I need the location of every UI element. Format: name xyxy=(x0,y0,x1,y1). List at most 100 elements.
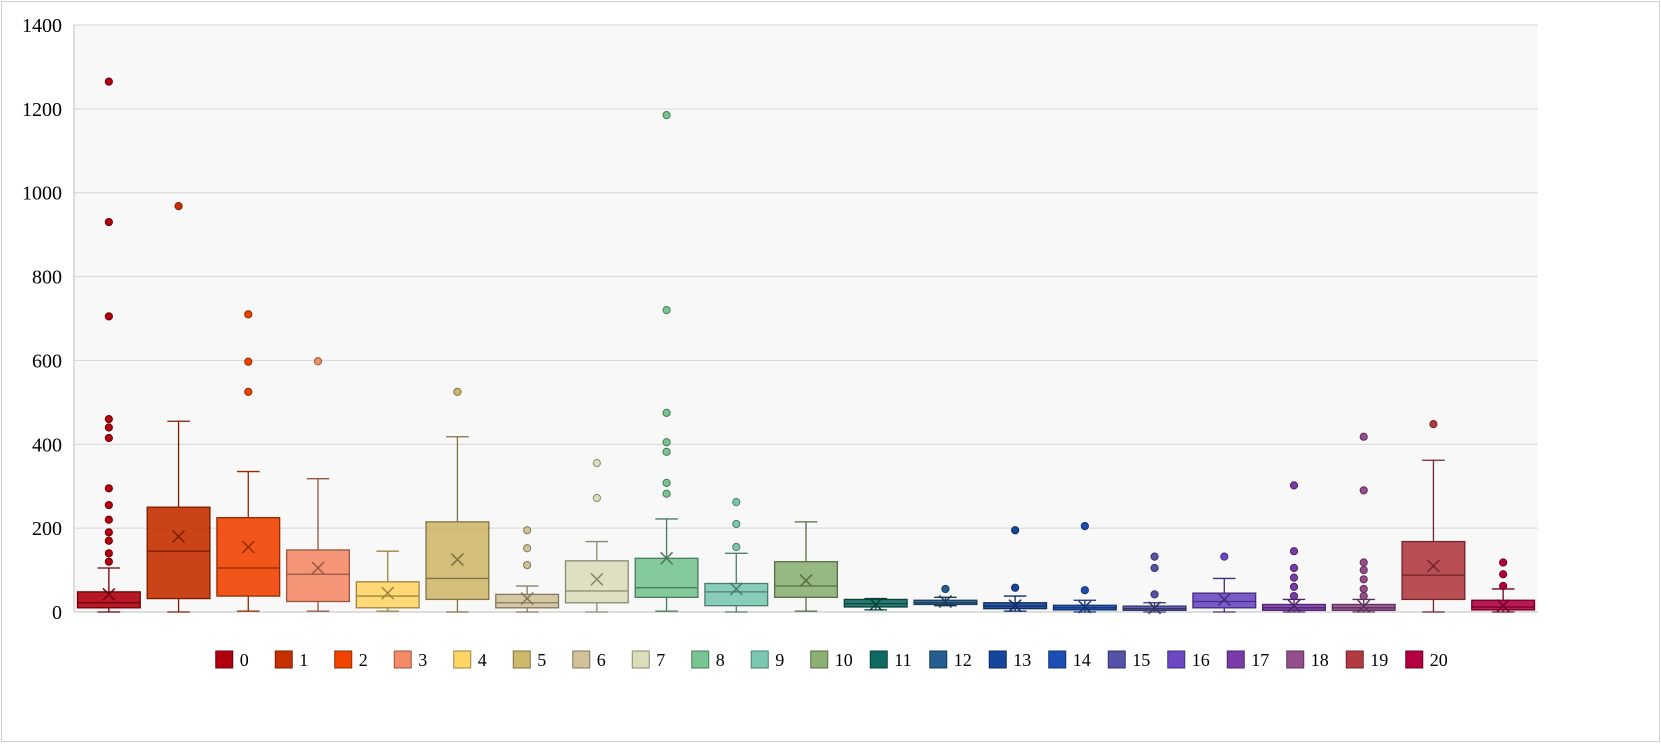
legend-item-18: 18 xyxy=(1286,650,1329,670)
legend-item-8: 8 xyxy=(691,650,725,670)
box-iqr xyxy=(355,581,420,609)
box-iqr xyxy=(634,557,699,598)
box-series-11 xyxy=(843,597,908,611)
legend-swatch xyxy=(572,650,591,669)
box-series-19 xyxy=(1401,420,1466,613)
mean-marker xyxy=(1496,599,1510,613)
outlier-point xyxy=(1289,591,1299,601)
mean-marker xyxy=(1287,599,1301,613)
legend-item-12: 12 xyxy=(929,650,972,670)
y-tick-label: 1400 xyxy=(22,15,62,37)
box-iqr xyxy=(76,591,141,609)
y-tick-label: 800 xyxy=(32,267,62,289)
legend-item-0: 0 xyxy=(215,650,249,670)
legend-label: 17 xyxy=(1251,650,1269,670)
legend-swatch xyxy=(512,650,531,669)
legend-swatch xyxy=(453,650,472,669)
mean-marker xyxy=(590,572,604,586)
legend-item-7: 7 xyxy=(631,650,665,670)
outlier-point xyxy=(104,515,113,524)
outlier-point xyxy=(104,433,113,443)
legend-label: 7 xyxy=(656,650,665,670)
outlier-point xyxy=(732,498,741,507)
legend-label: 5 xyxy=(537,650,546,670)
legend-swatch xyxy=(869,650,888,669)
mean-marker xyxy=(1217,592,1231,606)
mean-marker xyxy=(1078,600,1092,614)
legend-swatch xyxy=(334,650,353,669)
outlier-point xyxy=(1289,481,1299,490)
legend-label: 9 xyxy=(775,650,784,670)
y-axis-ticks: 0 200 400 600 800 1000 1200 1400 xyxy=(22,15,62,624)
box-iqr xyxy=(495,593,560,609)
outlier-point xyxy=(1289,563,1299,573)
outlier-point xyxy=(732,542,741,552)
outlier-point xyxy=(662,447,671,456)
legend-item-11: 11 xyxy=(869,650,912,670)
box-iqr xyxy=(564,560,629,604)
mean-marker xyxy=(102,587,116,601)
legend-item-15: 15 xyxy=(1107,650,1150,670)
legend-label: 13 xyxy=(1013,650,1031,670)
outlier-point xyxy=(1080,586,1089,595)
legend-item-17: 17 xyxy=(1226,650,1269,670)
legend-label: 0 xyxy=(240,650,249,670)
grid-layer xyxy=(73,24,1538,613)
box-series-15 xyxy=(1122,552,1187,615)
legend-label: 20 xyxy=(1430,650,1448,670)
outlier-point xyxy=(1359,591,1368,601)
outlier-point xyxy=(592,459,601,468)
legend-label: 18 xyxy=(1311,650,1329,670)
outlier-point xyxy=(244,387,253,396)
box-iqr xyxy=(1401,540,1466,601)
legend-item-16: 16 xyxy=(1167,650,1210,670)
box-series-9 xyxy=(704,498,769,613)
mean-marker xyxy=(241,540,255,554)
outlier-point xyxy=(104,528,113,537)
box-series-13 xyxy=(983,526,1048,613)
legend-label: 3 xyxy=(418,650,427,670)
outlier-point xyxy=(662,438,671,447)
outlier-point xyxy=(104,423,113,432)
mean-marker xyxy=(729,582,743,596)
box-series-10 xyxy=(773,521,839,612)
box-series-12 xyxy=(913,584,978,609)
y-tick-label: 1000 xyxy=(22,183,62,205)
legend-item-13: 13 xyxy=(988,650,1031,670)
box-series-16 xyxy=(1192,552,1257,613)
outlier-point xyxy=(244,310,253,319)
outlier-point xyxy=(104,557,113,566)
box-series-18 xyxy=(1331,432,1396,613)
outlier-point xyxy=(1289,582,1299,591)
legend-item-19: 19 xyxy=(1345,650,1388,670)
outlier-point xyxy=(104,484,113,493)
outlier-point xyxy=(1429,420,1438,429)
legend-label: 6 xyxy=(597,650,606,670)
mean-marker xyxy=(381,586,395,600)
outlier-point xyxy=(104,549,113,558)
box-series-3 xyxy=(285,357,351,612)
box-series-17 xyxy=(1261,481,1327,613)
legend-item-10: 10 xyxy=(810,650,853,670)
outlier-point xyxy=(1499,570,1508,579)
outlier-point xyxy=(1289,573,1299,582)
mean-marker xyxy=(1426,559,1440,573)
outlier-point xyxy=(174,202,183,211)
outlier-point xyxy=(104,312,113,321)
y-tick-label: 400 xyxy=(32,434,62,456)
y-tick-label: 0 xyxy=(52,602,62,624)
outlier-point xyxy=(592,493,601,503)
legend-label: 12 xyxy=(954,650,972,670)
outlier-point xyxy=(941,584,950,594)
box-series-8 xyxy=(634,111,699,612)
legend-swatch xyxy=(1048,650,1067,669)
outlier-point xyxy=(1080,521,1089,531)
legend-item-6: 6 xyxy=(572,650,606,670)
legend-swatch xyxy=(1107,650,1126,669)
outlier-point xyxy=(104,77,113,86)
mean-marker xyxy=(1008,599,1022,613)
outlier-point xyxy=(453,387,462,396)
box-series-1 xyxy=(146,202,211,613)
